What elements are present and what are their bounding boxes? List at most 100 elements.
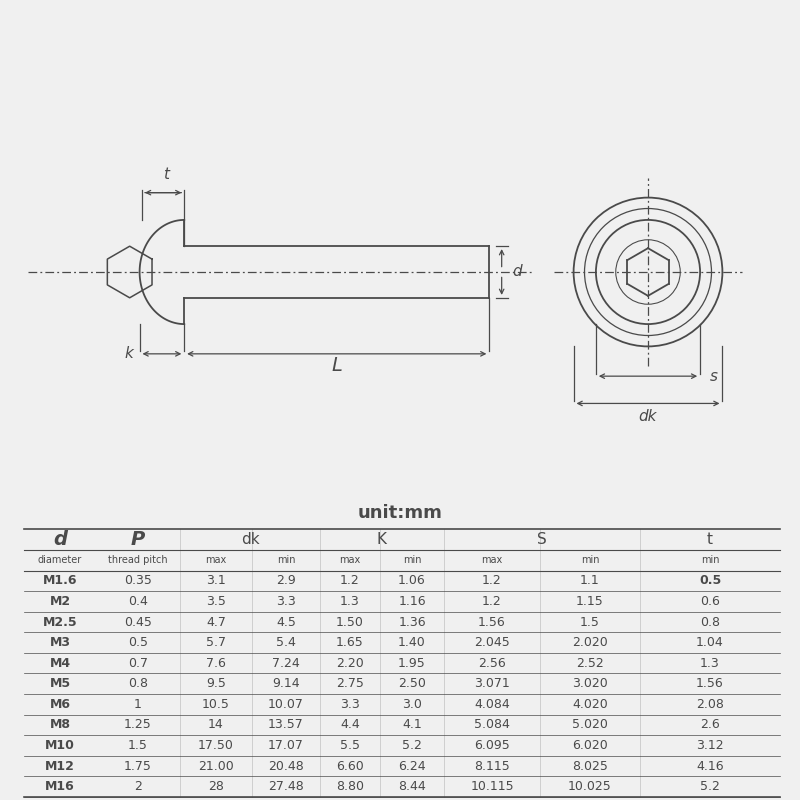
Text: 4.5: 4.5: [276, 615, 296, 629]
Text: 17.50: 17.50: [198, 739, 234, 752]
Text: k: k: [125, 346, 134, 362]
Text: s: s: [710, 369, 718, 384]
Text: 2.20: 2.20: [336, 657, 364, 670]
Text: 3.0: 3.0: [402, 698, 422, 711]
Text: 28: 28: [208, 780, 224, 793]
Text: 1.95: 1.95: [398, 657, 426, 670]
Text: 1.2: 1.2: [482, 595, 502, 608]
Text: 3.020: 3.020: [572, 678, 608, 690]
Text: 2.9: 2.9: [276, 574, 296, 587]
Text: 27.48: 27.48: [268, 780, 304, 793]
Text: min: min: [581, 555, 599, 566]
Text: d: d: [513, 265, 522, 279]
Text: dk: dk: [241, 532, 259, 547]
Text: 2.50: 2.50: [398, 678, 426, 690]
Text: 4.4: 4.4: [340, 718, 360, 731]
Text: 1.2: 1.2: [482, 574, 502, 587]
Text: 6.020: 6.020: [572, 739, 608, 752]
Text: 5.2: 5.2: [700, 780, 720, 793]
Text: M8: M8: [50, 718, 70, 731]
Text: M10: M10: [45, 739, 75, 752]
Text: 1.16: 1.16: [398, 595, 426, 608]
Text: 5.5: 5.5: [340, 739, 360, 752]
Text: 2.56: 2.56: [478, 657, 506, 670]
Text: 3.5: 3.5: [206, 595, 226, 608]
Text: 1.50: 1.50: [336, 615, 364, 629]
Text: unit:mm: unit:mm: [358, 504, 442, 522]
Text: t: t: [162, 166, 169, 182]
Text: 0.35: 0.35: [124, 574, 152, 587]
Text: diameter: diameter: [38, 555, 82, 566]
Text: 3.3: 3.3: [276, 595, 296, 608]
Text: 0.4: 0.4: [128, 595, 148, 608]
Text: min: min: [402, 555, 422, 566]
Text: M3: M3: [50, 636, 70, 649]
Text: 1.2: 1.2: [340, 574, 360, 587]
Text: dk: dk: [638, 409, 658, 424]
Text: 0.5: 0.5: [699, 574, 721, 587]
Text: M16: M16: [45, 780, 75, 793]
Text: S: S: [537, 532, 547, 547]
Text: M2: M2: [50, 595, 70, 608]
Text: 8.025: 8.025: [572, 759, 608, 773]
Text: 0.6: 0.6: [700, 595, 720, 608]
Text: 21.00: 21.00: [198, 759, 234, 773]
Text: 0.8: 0.8: [700, 615, 720, 629]
Text: t: t: [707, 532, 713, 547]
Text: 6.095: 6.095: [474, 739, 510, 752]
Text: 4.16: 4.16: [696, 759, 724, 773]
Text: M1.6: M1.6: [42, 574, 78, 587]
Text: 10.07: 10.07: [268, 698, 304, 711]
Text: M12: M12: [45, 759, 75, 773]
Text: max: max: [482, 555, 502, 566]
Text: 4.7: 4.7: [206, 615, 226, 629]
Text: 3.12: 3.12: [696, 739, 724, 752]
Text: M5: M5: [50, 678, 70, 690]
Text: 0.7: 0.7: [128, 657, 148, 670]
Text: 10.5: 10.5: [202, 698, 230, 711]
Text: 3.1: 3.1: [206, 574, 226, 587]
Text: 10.115: 10.115: [470, 780, 514, 793]
Text: min: min: [277, 555, 295, 566]
Text: 5.084: 5.084: [474, 718, 510, 731]
Text: 1: 1: [134, 698, 142, 711]
Text: 6.60: 6.60: [336, 759, 364, 773]
Text: 2.045: 2.045: [474, 636, 510, 649]
Text: 1.3: 1.3: [700, 657, 720, 670]
Text: 0.45: 0.45: [124, 615, 152, 629]
Text: 2.6: 2.6: [700, 718, 720, 731]
Text: P: P: [131, 530, 145, 550]
Text: 1.06: 1.06: [398, 574, 426, 587]
Text: max: max: [206, 555, 226, 566]
Text: 1.3: 1.3: [340, 595, 360, 608]
Text: 2.020: 2.020: [572, 636, 608, 649]
Text: 9.14: 9.14: [272, 678, 300, 690]
Text: 5.7: 5.7: [206, 636, 226, 649]
Text: 1.15: 1.15: [576, 595, 604, 608]
Text: M2.5: M2.5: [42, 615, 78, 629]
Text: 4.084: 4.084: [474, 698, 510, 711]
Text: 3.3: 3.3: [340, 698, 360, 711]
Text: 17.07: 17.07: [268, 739, 304, 752]
Text: 20.48: 20.48: [268, 759, 304, 773]
Text: 13.57: 13.57: [268, 718, 304, 731]
Text: 5.2: 5.2: [402, 739, 422, 752]
Text: 1.5: 1.5: [580, 615, 600, 629]
Text: 5.020: 5.020: [572, 718, 608, 731]
Text: 1.56: 1.56: [696, 678, 724, 690]
Text: 1.04: 1.04: [696, 636, 724, 649]
Text: 1.36: 1.36: [398, 615, 426, 629]
Text: 1.5: 1.5: [128, 739, 148, 752]
Text: 2.52: 2.52: [576, 657, 604, 670]
Text: 1.25: 1.25: [124, 718, 152, 731]
Text: 1.65: 1.65: [336, 636, 364, 649]
Text: 1.40: 1.40: [398, 636, 426, 649]
Text: 1.1: 1.1: [580, 574, 600, 587]
Text: 6.24: 6.24: [398, 759, 426, 773]
Text: 2: 2: [134, 780, 142, 793]
Text: 3.071: 3.071: [474, 678, 510, 690]
Text: max: max: [339, 555, 361, 566]
Text: 4.1: 4.1: [402, 718, 422, 731]
Text: 4.020: 4.020: [572, 698, 608, 711]
Text: 8.80: 8.80: [336, 780, 364, 793]
